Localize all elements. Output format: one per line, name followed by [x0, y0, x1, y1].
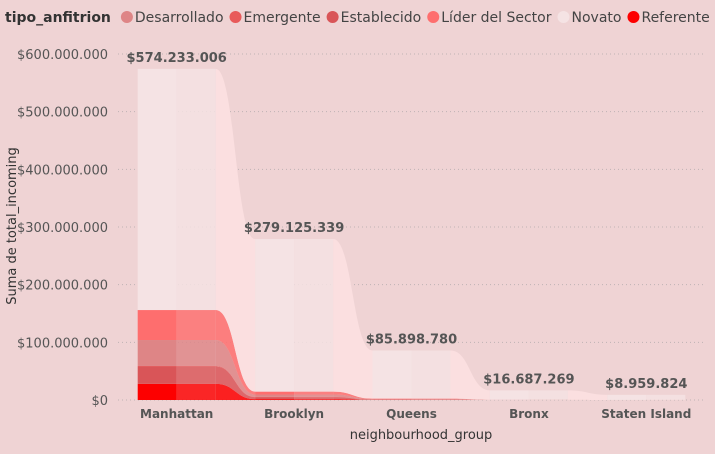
y-tick-label: $0	[91, 394, 108, 409]
bar-segment-referente-right[interactable]	[176, 383, 216, 400]
ribbon-lider-del-sector	[450, 398, 490, 400]
x-axis-label: neighbourhood_group	[350, 428, 493, 443]
legend-swatch	[229, 11, 242, 23]
ribbon-lider-del-sector	[215, 310, 256, 395]
bar-segment-novato-right[interactable]	[176, 68, 216, 311]
legend-label: Desarrollado	[135, 10, 224, 26]
ribbons	[215, 68, 608, 400]
bar-segment-novato[interactable]	[255, 239, 295, 392]
x-tick-label: Staten Island	[601, 407, 691, 421]
legend-label: Emergente	[244, 10, 321, 26]
legend-item-referente[interactable]: Referente	[627, 10, 710, 26]
legend-item-novato[interactable]: Novato	[557, 10, 622, 26]
bar-segment-novato-right[interactable]	[294, 239, 334, 392]
legend-swatch	[326, 11, 339, 23]
bar-segment-desarrollado[interactable]	[255, 394, 295, 397]
bar-segment-novato-right[interactable]	[646, 394, 686, 400]
legend-item-emergente[interactable]: Emergente	[229, 10, 321, 26]
bar-segment-lider-del-sector-right[interactable]	[411, 398, 451, 400]
x-axis-ticks: Manhattan Brooklyn Queens Bronx Staten Islan…	[140, 407, 691, 421]
bar-segment-referente[interactable]	[255, 399, 295, 400]
bar-segment-emergente[interactable]	[137, 365, 177, 367]
bar-segment-referente-right[interactable]	[294, 399, 334, 400]
legend-label: Líder del Sector	[441, 10, 551, 26]
legend-item-desarrollado[interactable]: Desarrollado	[120, 10, 224, 26]
bar-segment-lider-del-sector-right[interactable]	[294, 391, 334, 395]
y-tick-label: $600.000.000	[17, 48, 108, 63]
bar-segment-establecido-right[interactable]	[176, 366, 216, 384]
bar-segment-establecido[interactable]	[137, 366, 177, 384]
bars	[137, 68, 686, 400]
legend-item-lider-del-sector[interactable]: Líder del Sector	[427, 10, 552, 26]
bar-segment-lider-del-sector[interactable]	[255, 391, 295, 395]
x-tick-label: Queens	[386, 407, 437, 421]
y-tick-label: $400.000.000	[17, 163, 108, 178]
bar-segment-novato-right[interactable]	[411, 350, 451, 399]
legend-label: Referente	[641, 10, 709, 26]
data-labels: $574.233.006 $279.125.339 $85.898.780 $16.6…	[127, 51, 688, 392]
bar-segment-establecido-right[interactable]	[294, 397, 334, 400]
legend-swatch	[627, 11, 640, 23]
legend-title: tipo_anfitrion	[5, 10, 111, 26]
ribbon-referente	[333, 399, 373, 400]
bar-segment-novato[interactable]	[607, 394, 647, 400]
y-axis-label: Suma de total_incoming	[5, 147, 20, 305]
bar-segment-lider-del-sector[interactable]	[137, 310, 177, 341]
bar-segment-desarrollado[interactable]	[137, 340, 177, 366]
bar-segment-desarrollado-right[interactable]	[176, 340, 216, 366]
x-tick-label: Manhattan	[140, 407, 213, 421]
y-tick-label: $500.000.000	[17, 106, 108, 121]
ribbon-lider-del-sector	[333, 391, 373, 400]
ribbon-novato	[215, 68, 256, 392]
y-tick-label: $300.000.000	[17, 221, 108, 236]
legend-swatch	[120, 11, 133, 23]
bar-segment-novato-right[interactable]	[528, 390, 568, 400]
ribbon-desarrollado	[450, 399, 490, 400]
ribbon-referente	[215, 383, 256, 400]
y-axis-ticks: $0 $100.000.000 $200.000.000 $300.000.000 $4…	[17, 48, 108, 409]
bar-segment-novato[interactable]	[372, 350, 412, 399]
total-data-label: $574.233.006	[127, 51, 227, 66]
ribbon-desarrollado	[333, 394, 373, 400]
bar-segment-establecido[interactable]	[255, 397, 295, 400]
bar-segment-referente[interactable]	[137, 383, 177, 400]
x-tick-label: Bronx	[509, 407, 549, 421]
legend-swatch	[427, 11, 440, 23]
total-data-label: $8.959.824	[605, 377, 687, 392]
legend-item-establecido[interactable]: Establecido	[326, 10, 422, 26]
bar-segment-emergente-right[interactable]	[176, 365, 216, 367]
legend-swatch	[557, 11, 570, 23]
bar-segment-novato[interactable]	[489, 390, 529, 400]
total-data-label: $85.898.780	[366, 332, 457, 347]
ribbon-establecido	[333, 397, 373, 400]
bar-segment-desarrollado-right[interactable]	[294, 394, 334, 397]
ribbon-emergente	[215, 365, 256, 398]
bar-segment-lider-del-sector-right[interactable]	[176, 310, 216, 341]
y-tick-label: $100.000.000	[17, 336, 108, 351]
bar-segment-novato[interactable]	[137, 68, 177, 311]
legend-label: Novato	[572, 10, 622, 26]
ribbon-novato	[333, 239, 373, 399]
bar-segment-lider-del-sector[interactable]	[372, 398, 412, 400]
legend: tipo_anfitrion Desarrollado Emergente Estab…	[5, 10, 710, 26]
ribbon-desarrollado	[215, 340, 256, 397]
ribbon-novato	[567, 390, 608, 400]
ribbon-novato	[450, 350, 490, 400]
total-data-label: $279.125.339	[244, 221, 344, 236]
x-tick-label: Brooklyn	[264, 407, 324, 421]
y-tick-label: $200.000.000	[17, 279, 108, 294]
ribbon-establecido	[215, 366, 256, 400]
ribbon-emergente	[333, 396, 373, 400]
total-data-label: $16.687.269	[483, 372, 574, 387]
legend-label: Establecido	[341, 10, 422, 26]
